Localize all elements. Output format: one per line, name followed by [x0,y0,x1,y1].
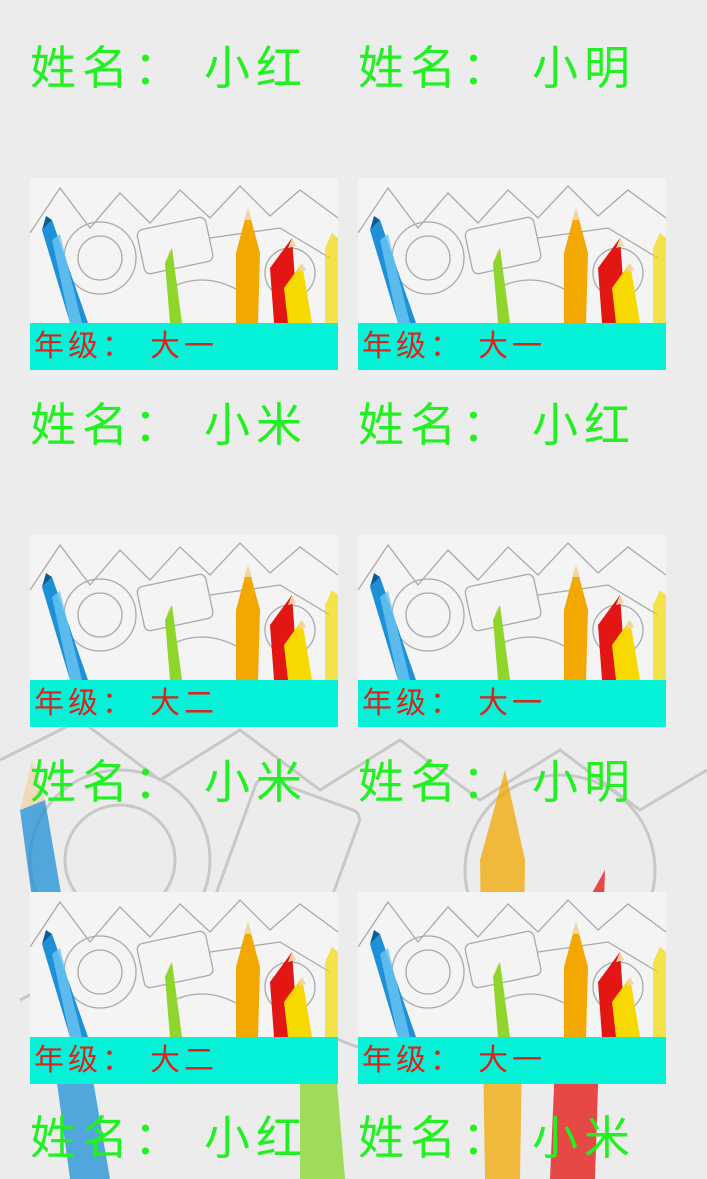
colored-pencils-illustration [358,892,666,1037]
name-value: 小米 [532,1111,636,1165]
grade-label: 年级： [362,1043,464,1078]
name-line: 姓名： 小明 [358,38,688,98]
colored-pencils-illustration [358,535,666,680]
name-label: 姓名： [30,41,186,95]
grade-value: 大二 [150,1043,218,1078]
grade-bar: 年级： 大二 [30,1037,338,1084]
colored-pencils-illustration [30,535,338,680]
pencil-banner [358,535,666,680]
name-label: 姓名： [30,1111,186,1165]
grade-bar: 年级： 大一 [358,680,666,727]
grade-label: 年级： [34,686,136,721]
name-label: 姓名： [358,41,514,95]
grade-label: 年级： [34,1043,136,1078]
name-label: 姓名： [30,755,186,809]
name-label: 姓名： [30,398,186,452]
name-line: 姓名： 小红 [358,395,688,455]
grade-bar: 年级： 大一 [358,1037,666,1084]
colored-pencils-illustration [358,178,666,323]
pencil-banner [30,178,338,323]
name-line: 姓名： 小米 [358,1108,688,1168]
grade-value: 大一 [478,686,546,721]
name-line: 姓名： 小明 [358,752,688,812]
grade-bar: 年级： 大一 [358,323,666,370]
name-label: 姓名： [358,755,514,809]
grade-value: 大一 [478,329,546,364]
name-line: 姓名： 小米 [30,395,360,455]
grade-bar: 年级： 大一 [30,323,338,370]
name-label: 姓名： [358,398,514,452]
name-value: 小红 [532,398,636,452]
pencil-banner [30,892,338,1037]
name-value: 小米 [204,398,308,452]
grade-bar: 年级： 大二 [30,680,338,727]
name-label: 姓名： [358,1111,514,1165]
name-value: 小明 [532,755,636,809]
grade-label: 年级： [362,329,464,364]
pencil-banner [358,178,666,323]
grade-value: 大一 [150,329,218,364]
name-line: 姓名： 小红 [30,1108,360,1168]
name-value: 小红 [204,1111,308,1165]
name-value: 小红 [204,41,308,95]
name-line: 姓名： 小红 [30,38,360,98]
grade-label: 年级： [362,686,464,721]
colored-pencils-illustration [30,892,338,1037]
grade-value: 大一 [478,1043,546,1078]
name-value: 小明 [532,41,636,95]
pencil-banner [30,535,338,680]
colored-pencils-illustration [30,178,338,323]
name-line: 姓名： 小米 [30,752,360,812]
name-value: 小米 [204,755,308,809]
pencil-banner [358,892,666,1037]
grade-value: 大二 [150,686,218,721]
grade-label: 年级： [34,329,136,364]
